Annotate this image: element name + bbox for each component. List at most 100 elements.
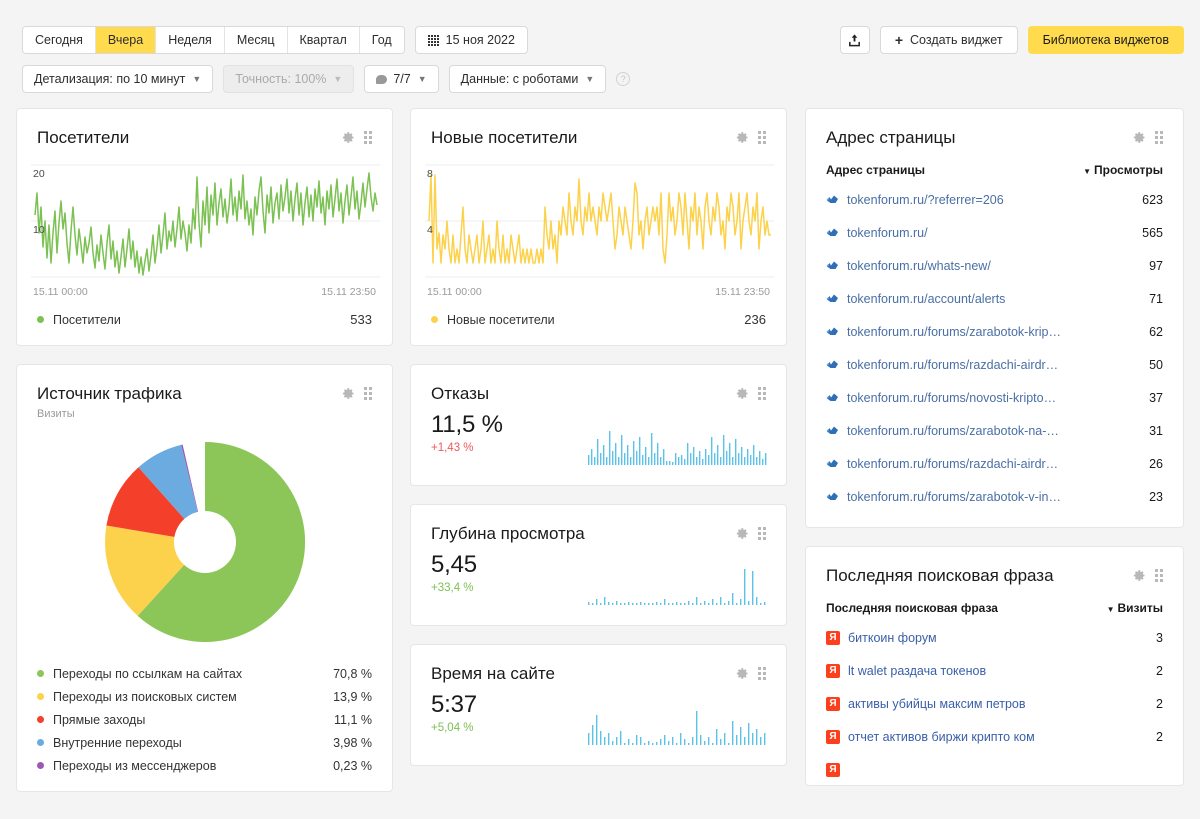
period-segmented-control[interactable]: Сегодня Вчера Неделя Месяц Квартал Год [22,26,405,54]
legend-item[interactable]: Переходы по ссылкам на сайтах 70,8 % [37,662,372,685]
table-row[interactable]: tokenforum.ru/forums/razdachi-airdr… 50 [826,348,1163,381]
gear-icon[interactable] [340,130,355,145]
table-row-link[interactable]: tokenforum.ru/forums/zarabotok-na-… [847,423,1059,438]
sort-desc-icon: ▼ [1106,605,1115,614]
legend-item[interactable]: Прямые заходы 11,1 % [37,708,372,731]
table-row-value: 37 [1149,390,1163,405]
bounce-rate-body: 11,5 % +1,43 % [411,405,786,485]
last-search-phrase-table: Последняя поисковая фраза ▼ Визиты Я битк… [806,587,1183,785]
table-col-metric[interactable]: ▼ Визиты [1106,601,1163,615]
visitors-legend-value: 533 [350,312,372,327]
time-on-site-body: 5:37 +5,04 % [411,685,786,765]
table-row[interactable]: tokenforum.ru/forums/zarabotok-krip… 62 [826,315,1163,348]
legend-item[interactable]: Переходы из мессенджеров 0,23 % [37,754,372,777]
widget-library-button[interactable]: Библиотека виджетов [1027,26,1184,54]
drag-handle-icon[interactable] [758,527,766,540]
chevron-down-icon: ▼ [333,74,343,84]
gear-icon[interactable] [734,666,749,681]
drag-handle-icon[interactable] [758,667,766,680]
page-depth-value: 5,45 [431,551,477,578]
gear-icon[interactable] [734,526,749,541]
column-left: Посетители 20 [16,108,393,810]
visitors-legend-label: Посетители [53,312,121,327]
legend-item[interactable]: Внутренние переходы 3,98 % [37,731,372,754]
drag-handle-icon[interactable] [1155,131,1163,144]
widget-page-depth: Глубина просмотра 5,45 +33,4 % [410,504,787,626]
gear-icon[interactable] [340,386,355,401]
table-row-link[interactable]: активы убийцы максим петров [848,696,1026,711]
filter-goals-counter-label: 7/7 [393,72,411,86]
table-row-link[interactable]: tokenforum.ru/forums/razdachi-airdr… [847,456,1059,471]
table-row-link[interactable]: tokenforum.ru/account/alerts [847,291,1006,306]
help-icon[interactable]: ? [616,72,631,86]
gear-icon[interactable] [1131,130,1146,145]
table-row[interactable]: Я отчет активов биржи крипто ком 2 [826,720,1163,753]
period-tab-year[interactable]: Год [359,27,404,53]
widget-bounce-rate-title: Отказы [431,384,490,403]
period-tab-week[interactable]: Неделя [156,27,225,53]
gear-icon[interactable] [1131,568,1146,583]
table-row[interactable]: Я биткоин форум 3 [826,621,1163,654]
legend-item-label: Прямые заходы [53,712,146,727]
drag-handle-icon[interactable] [364,131,372,144]
table-row[interactable]: tokenforum.ru/?referrer=206 623 [826,183,1163,216]
period-tab-month[interactable]: Месяц [224,27,288,53]
new-visitors-chart: 8 4 [411,149,786,281]
table-row-value: 31 [1149,423,1163,438]
new-visitors-x-start: 15.11 00:00 [427,286,482,298]
table-row-value: 2 [1156,729,1163,744]
period-tab-yesterday[interactable]: Вчера [95,27,157,53]
legend-item-label: Переходы из мессенджеров [53,758,217,773]
export-button[interactable] [839,26,870,54]
table-row-partial[interactable]: Я [826,753,1163,785]
table-col-metric[interactable]: ▼ Просмотры [1083,163,1163,177]
filter-data-robots[interactable]: Данные: с роботами ▼ [448,65,607,93]
table-row[interactable]: Я lt walet раздача токенов 2 [826,654,1163,687]
filter-accuracy-label: Точность: 100% [235,72,327,86]
date-picker-button[interactable]: 15 ноя 2022 [414,26,528,54]
table-row[interactable]: tokenforum.ru/forums/zarabotok-v-in… 23 [826,480,1163,513]
widget-last-search-phrase-header: Последняя поисковая фраза [806,547,1183,587]
table-row[interactable]: Я активы убийцы максим петров 2 [826,687,1163,720]
legend-color-dot [37,693,44,700]
table-row[interactable]: tokenforum.ru/forums/razdachi-airdr… 26 [826,447,1163,480]
table-row-link[interactable]: tokenforum.ru/forums/zarabotok-krip… [847,324,1061,339]
period-tab-today[interactable]: Сегодня [23,27,96,53]
filter-detail-level[interactable]: Детализация: по 10 минут ▼ [22,65,214,93]
new-visitors-legend-value: 236 [744,312,766,327]
table-row-link[interactable]: tokenforum.ru/forums/razdachi-airdr… [847,357,1059,372]
period-tab-quarter[interactable]: Квартал [287,27,360,53]
chevron-down-icon: ▼ [417,74,427,84]
table-row-link[interactable]: tokenforum.ru/whats-new/ [847,258,991,273]
table-row-link[interactable]: биткоин форум [848,630,937,645]
table-row[interactable]: tokenforum.ru/forums/zarabotok-na-… 31 [826,414,1163,447]
visitors-x-end: 15.11 23:50 [321,286,376,298]
table-row-link[interactable]: отчет активов биржи крипто ком [848,729,1035,744]
drag-handle-icon[interactable] [758,387,766,400]
widget-header-icons [734,663,766,681]
gear-icon[interactable] [734,130,749,145]
legend-item[interactable]: Переходы из поисковых систем 13,9 % [37,685,372,708]
widget-bounce-rate: Отказы 11,5 % +1,43 % [410,364,787,486]
table-row-link[interactable]: tokenforum.ru/forums/novosti-kripto… [847,390,1057,405]
drag-handle-icon[interactable] [758,131,766,144]
create-widget-button[interactable]: + Создать виджет [879,26,1018,54]
table-row[interactable]: tokenforum.ru/whats-new/ 97 [826,249,1163,282]
chevron-down-icon: ▼ [192,74,202,84]
table-row-link[interactable]: tokenforum.ru/?referrer=206 [847,192,1004,207]
table-row-link[interactable]: tokenforum.ru/ [847,225,928,240]
drag-handle-icon[interactable] [364,387,372,400]
table-row-link[interactable]: lt walet раздача токенов [848,663,987,678]
table-row[interactable]: tokenforum.ru/ 565 [826,216,1163,249]
table-row-link[interactable]: tokenforum.ru/forums/zarabotok-v-in… [847,489,1061,504]
widget-page-depth-header: Глубина просмотра [411,505,786,545]
drag-handle-icon[interactable] [1155,569,1163,582]
filter-detail-level-label: Детализация: по 10 минут [34,72,186,86]
table-row-value: 565 [1142,225,1163,240]
filter-goals-counter[interactable]: 7/7 ▼ [364,65,439,93]
table-row[interactable]: tokenforum.ru/account/alerts 71 [826,282,1163,315]
table-row[interactable]: tokenforum.ru/forums/novosti-kripto… 37 [826,381,1163,414]
widget-time-on-site-title: Время на сайте [431,664,555,683]
page-depth-body: 5,45 +33,4 % [411,545,786,625]
gear-icon[interactable] [734,386,749,401]
